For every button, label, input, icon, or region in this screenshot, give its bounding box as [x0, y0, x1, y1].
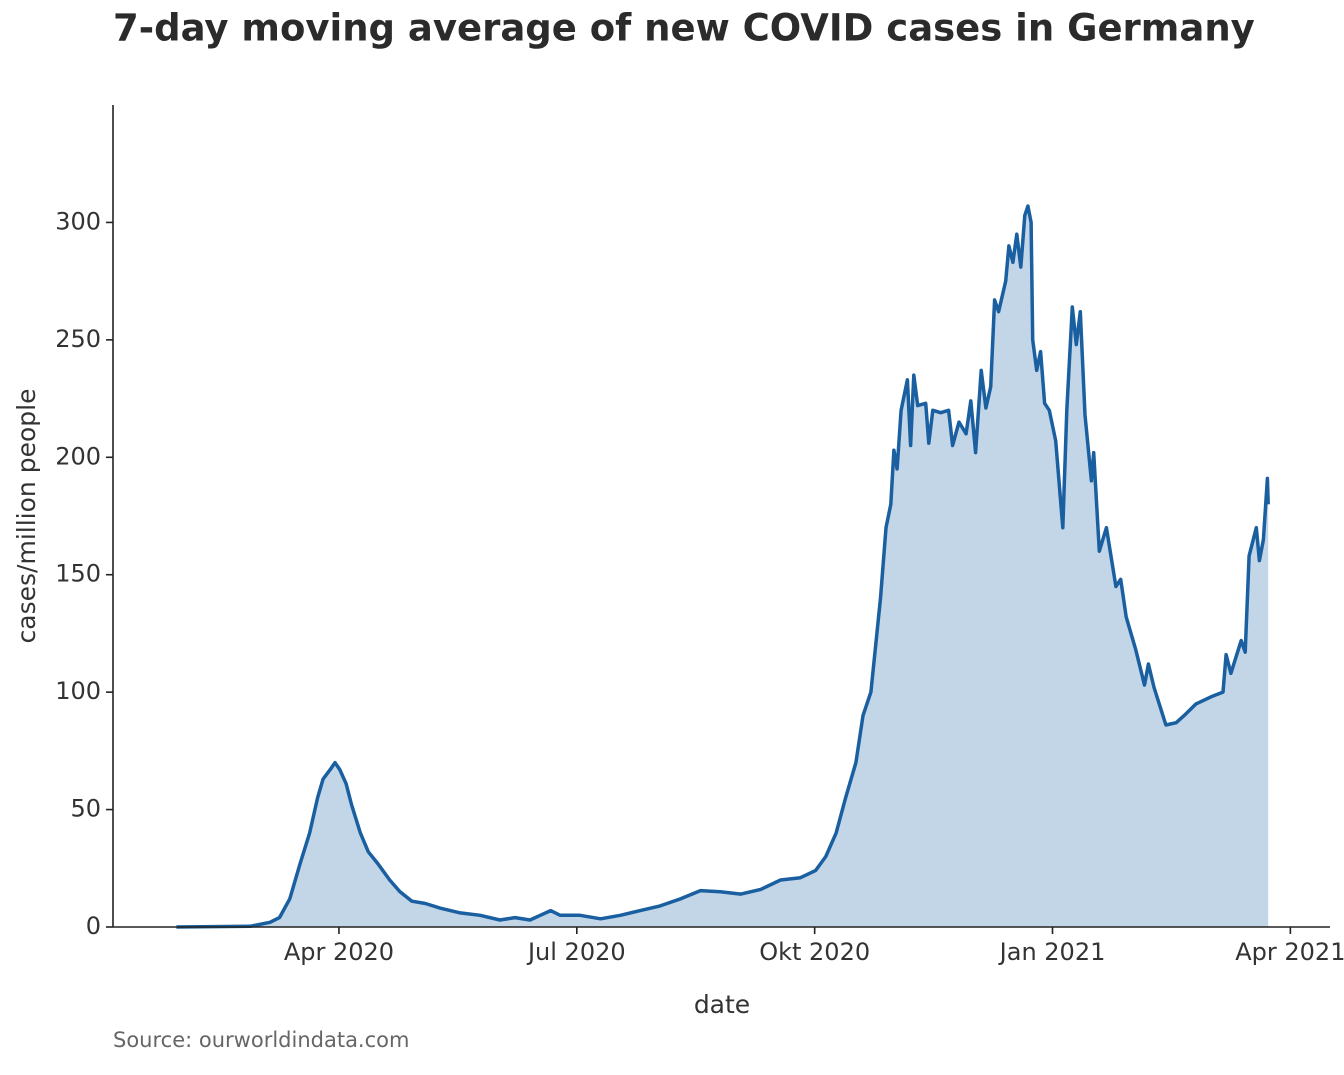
y-tick-label: 200: [55, 442, 101, 470]
line: [176, 204, 1270, 929]
source-note: Source: ourworldindata.com: [113, 1028, 409, 1052]
y-tick-label: 0: [86, 912, 101, 940]
x-tick-label: Okt 2020: [759, 938, 870, 966]
y-tick-label: 300: [55, 207, 101, 235]
x-axis-label: date: [694, 990, 750, 1019]
chart-title: 7-day moving average of new COVID cases …: [113, 7, 1255, 50]
x-tick-label: Jul 2020: [526, 938, 626, 966]
y-tick-label: 150: [55, 560, 101, 588]
x-tick-label: Jan 2021: [998, 938, 1106, 966]
y-tick-label: 50: [70, 795, 101, 823]
area-fill: [176, 206, 1269, 927]
x-tick-label: Apr 2021: [1235, 938, 1344, 966]
y-tick-label: 250: [55, 325, 101, 353]
y-axis-label: cases/million people: [12, 389, 41, 644]
y-tick-label: 100: [55, 677, 101, 705]
x-tick-label: Apr 2020: [284, 938, 394, 966]
